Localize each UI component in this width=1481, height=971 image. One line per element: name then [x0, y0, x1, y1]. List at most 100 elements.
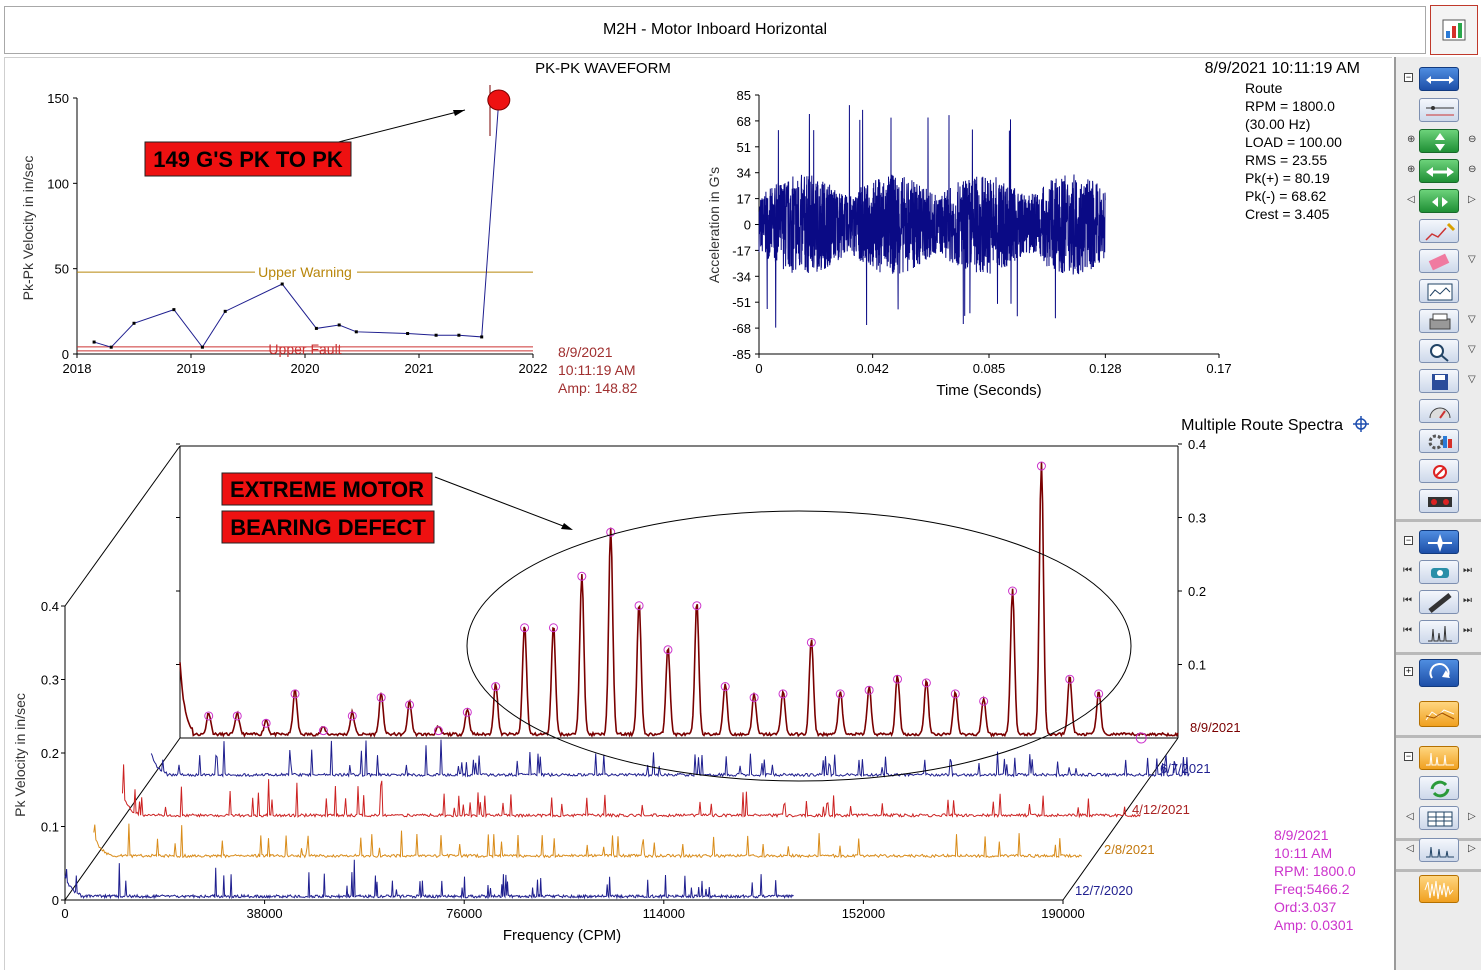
waveform-stats: Route RPM = 1800.0 (30.00 Hz) LOAD = 100… — [1245, 80, 1342, 222]
first-machine-icon[interactable]: ⏮ — [1403, 565, 1412, 576]
trend-point — [200, 345, 204, 349]
upper-warning-label: Upper Warning — [258, 264, 352, 280]
machine-button[interactable] — [1419, 560, 1459, 584]
spectrum-trace — [93, 823, 1083, 859]
right-toolbar: − ⊕ ⊖ ⊕ ⊖ ◁ ▷ ▽ — [1394, 57, 1481, 970]
waveform-chart: 8/9/2021 10:11:19 AM Acceleration in G's… — [706, 60, 1360, 399]
toolbar-group-nav: − ⏮ ⏭ ⏮ ⏭ ⏮ ⏭ — [1396, 522, 1481, 655]
peak-marker — [921, 678, 931, 688]
peak-marker — [1065, 674, 1075, 684]
spectra-x-tick-label: 0 — [61, 906, 68, 921]
spectrum-trace — [122, 764, 1141, 819]
cursor-tool-button[interactable] — [1419, 98, 1459, 122]
first-spectrum-icon[interactable]: ⏮ — [1403, 625, 1412, 636]
erase-dropdown-icon[interactable]: ▽ — [1468, 254, 1476, 265]
trend-current-point[interactable] — [487, 89, 511, 111]
save-dropdown-icon[interactable]: ▽ — [1468, 374, 1476, 385]
stat-rpm: RPM = 1800.0 — [1245, 98, 1335, 114]
plot-style-button[interactable] — [1419, 219, 1459, 243]
waveform-icon — [1424, 880, 1454, 900]
peak-marker — [950, 689, 960, 699]
peak-marker — [405, 700, 415, 710]
trend-readout-time: 10:11:19 AM — [558, 362, 636, 378]
crosshair-icon[interactable] — [1353, 416, 1369, 432]
next-band-icon[interactable]: ▷ — [1468, 843, 1476, 854]
next-point-icon[interactable]: ⏭ — [1463, 595, 1472, 606]
toolbar-divider — [1396, 869, 1481, 872]
zoom-out-h-icon[interactable]: ⊖ — [1468, 164, 1477, 175]
trend-x-tick-label: 2021 — [405, 361, 434, 376]
collapse-toggle[interactable]: − — [1404, 72, 1413, 82]
erase-button[interactable] — [1419, 249, 1459, 273]
chart-options-button[interactable] — [1430, 5, 1478, 55]
horizontal-scale-button[interactable] — [1419, 159, 1459, 183]
waveform-x-tick-label: 0 — [755, 361, 762, 376]
trend-point — [314, 326, 318, 330]
refresh-button[interactable] — [1419, 659, 1459, 687]
fft-button[interactable] — [1419, 746, 1459, 770]
waveform-y-tick-label: 68 — [737, 114, 751, 129]
collapse-toggle-analysis[interactable]: − — [1404, 751, 1413, 761]
table-grid-icon — [1427, 811, 1453, 827]
no-entry-icon — [1433, 465, 1447, 479]
zoom-in-h-icon[interactable]: ⊕ — [1407, 164, 1416, 175]
peak-marker — [318, 726, 328, 736]
waveform-button[interactable] — [1419, 875, 1459, 903]
trend-x-tick-label: 2019 — [177, 361, 206, 376]
save-button[interactable] — [1419, 369, 1459, 393]
record-button[interactable] — [1419, 489, 1459, 513]
print-dropdown-icon[interactable]: ▽ — [1468, 314, 1476, 325]
zoom-out-icon[interactable]: ⊖ — [1468, 134, 1477, 145]
scroll-left-icon[interactable]: ◁ — [1407, 194, 1415, 205]
next-machine-icon[interactable]: ⏭ — [1463, 565, 1472, 576]
sync-button[interactable] — [1419, 776, 1459, 800]
pan-button[interactable] — [1419, 189, 1459, 213]
waveform-trace — [758, 105, 1106, 328]
spectrum-trace — [179, 462, 1179, 738]
plot-window-button[interactable] — [1419, 279, 1459, 303]
expand-toggle[interactable]: + — [1404, 666, 1413, 676]
settings-button[interactable] — [1419, 429, 1459, 453]
motor-icon — [1431, 568, 1449, 578]
gauge-button[interactable] — [1419, 399, 1459, 423]
peak-marker — [1036, 461, 1046, 471]
peak-marker — [577, 571, 587, 581]
vertical-scale-button[interactable] — [1419, 129, 1459, 153]
toolbar-group-analysis: − ◁ ▷ — [1396, 738, 1481, 841]
prev-band-icon[interactable]: ◁ — [1406, 843, 1414, 854]
zoom-button[interactable] — [1419, 339, 1459, 363]
trend-readout-date: 8/9/2021 — [558, 344, 613, 360]
peak-marker — [462, 707, 472, 717]
next-page-icon[interactable]: ▷ — [1468, 811, 1476, 822]
trend-point — [280, 282, 284, 286]
next-spectrum-icon[interactable]: ⏭ — [1463, 625, 1472, 636]
spectrum-trace — [150, 739, 1190, 778]
spectra-right-y-tick-label: 0.4 — [1188, 437, 1206, 452]
zoom-dropdown-icon[interactable]: ▽ — [1468, 344, 1476, 355]
overlay-button[interactable] — [1419, 701, 1459, 727]
spectra-right-y-ticks: 0.4 0.3 0.2 0.1 — [176, 437, 1206, 673]
expand-x-button[interactable] — [1419, 67, 1459, 91]
trend-callout-text: 149 G'S PK TO PK — [153, 147, 343, 172]
scroll-right-icon[interactable]: ▷ — [1468, 194, 1476, 205]
trend-point — [223, 309, 227, 313]
collapse-toggle-nav[interactable]: − — [1404, 535, 1413, 545]
point-button[interactable] — [1419, 590, 1459, 614]
spectrum-cursor-marker — [1135, 732, 1147, 744]
spectrum-button[interactable] — [1419, 620, 1459, 644]
peak-marker — [778, 689, 788, 699]
waveform-x-tick-label: 0.128 — [1089, 361, 1122, 376]
trend-y-ticks: 150 100 50 0 — [47, 91, 77, 362]
toolbar-group-refresh: + — [1396, 655, 1481, 738]
navigator-button[interactable] — [1419, 530, 1459, 554]
zoom-in-icon[interactable]: ⊕ — [1407, 134, 1416, 145]
prev-page-icon[interactable]: ◁ — [1406, 811, 1414, 822]
cancel-button[interactable] — [1419, 459, 1459, 483]
first-point-icon[interactable]: ⏮ — [1403, 595, 1412, 606]
trend-y-tick-label: 0 — [62, 347, 69, 362]
spectra-callout-box-2 — [221, 510, 435, 544]
table-button[interactable] — [1419, 806, 1459, 830]
band-button[interactable] — [1419, 838, 1459, 862]
trend-y-tick-label: 100 — [47, 176, 69, 191]
print-button[interactable] — [1419, 309, 1459, 333]
